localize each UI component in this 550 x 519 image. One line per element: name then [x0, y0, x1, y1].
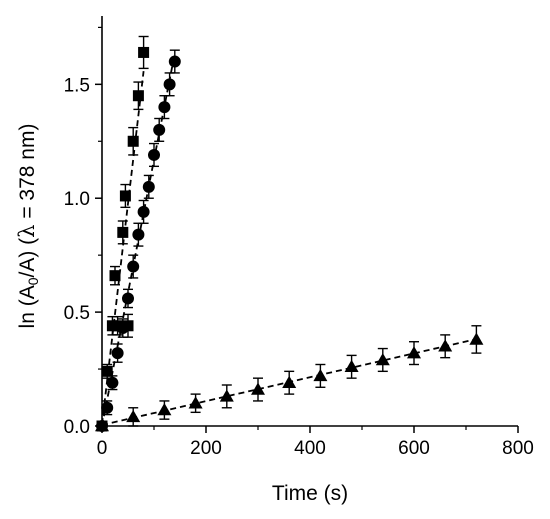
y-axis-label: ln (A0/A) (λ = 378 nm): [15, 124, 41, 329]
y-axis-label-subscript: 0: [25, 277, 41, 285]
data-point-triangle: [344, 359, 359, 373]
data-point-circle: [116, 322, 129, 335]
y-axis-label-middle: /A) (: [16, 238, 39, 278]
data-point-circle: [132, 228, 145, 241]
data-point-square: [132, 90, 144, 102]
data-point-triangle: [251, 382, 265, 395]
data-point-circle: [101, 401, 114, 414]
data-point-triangle: [313, 368, 328, 382]
data-point-triangle: [375, 352, 390, 366]
data-point-triangle: [126, 409, 141, 423]
data-point-square: [117, 226, 129, 238]
data-point-circle: [106, 376, 119, 389]
x-tick-label: 400: [294, 438, 326, 459]
data-point-circle: [127, 260, 140, 273]
data-point-circle: [137, 205, 150, 218]
data-point-circle: [148, 148, 160, 161]
axes: [101, 16, 518, 427]
data-point-square: [138, 46, 150, 58]
data-point-circle: [153, 123, 166, 136]
series-circle: [96, 49, 181, 432]
y-tick-label: 1.0: [64, 189, 90, 210]
ticks: 0 200 400 600 800 0.0 0.5 1.0 1.5: [64, 26, 534, 459]
x-tick-label: 800: [502, 438, 534, 459]
data-point-triangle: [188, 396, 203, 409]
data-point-triangle: [407, 346, 421, 359]
y-axis-label-lambda: λ: [15, 225, 39, 238]
x-tick-label: 600: [398, 438, 430, 459]
y-tick-label: 0.5: [64, 303, 90, 324]
data-point-circle: [168, 55, 181, 68]
data-point-triangle: [219, 389, 234, 402]
y-tick-label: 1.5: [64, 75, 90, 96]
x-tick-label: 0: [97, 438, 108, 459]
data-point-circle: [122, 292, 134, 305]
plot-area: [95, 35, 484, 432]
data-point-triangle: [438, 339, 453, 352]
y-tick-label: 0.0: [64, 417, 90, 438]
data-point-triangle: [469, 332, 484, 345]
data-point-triangle: [157, 403, 172, 416]
x-axis-label: Time (s): [272, 482, 348, 505]
data-point-square: [109, 270, 121, 282]
data-point-circle: [163, 78, 176, 91]
y-axis-label-prefix: ln (A: [16, 285, 39, 328]
data-point-circle: [111, 347, 124, 360]
series-triangle: [95, 325, 484, 432]
data-point-circle: [142, 180, 155, 193]
y-axis-label-suffix: = 378 nm): [16, 124, 39, 225]
data-point-square: [119, 190, 131, 202]
data-point-triangle: [282, 375, 297, 388]
data-point-circle: [158, 101, 171, 114]
data-point-square: [101, 365, 113, 377]
x-tick-label: 200: [190, 438, 222, 459]
data-point-square: [127, 135, 139, 147]
fit-line-circle: [101, 53, 176, 427]
